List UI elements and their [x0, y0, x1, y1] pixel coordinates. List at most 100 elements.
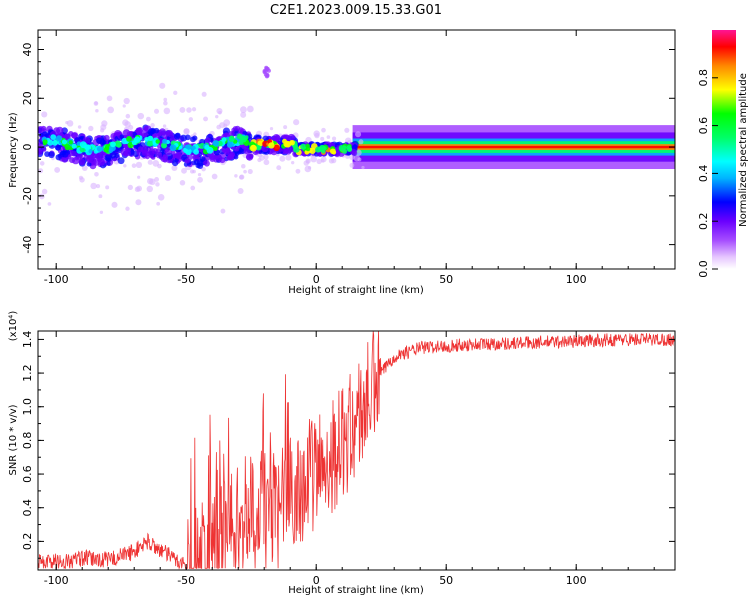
spectral-point [282, 138, 287, 144]
spectral-point [273, 144, 280, 152]
spectral-point [109, 151, 117, 159]
spectral-point [147, 140, 154, 147]
spectral-point [123, 97, 130, 105]
spectral-point [189, 169, 195, 174]
x-tick-label: 0 [313, 273, 320, 286]
spectral-point [147, 150, 155, 158]
spectral-point [243, 147, 251, 155]
spectral-point [78, 175, 84, 180]
spectral-point [361, 165, 365, 170]
spectral-point [188, 117, 194, 122]
spectral-point [38, 126, 44, 134]
spectral-point [93, 101, 99, 106]
spectral-point [38, 168, 44, 174]
spectral-point [239, 174, 245, 180]
spectral-point [137, 112, 145, 120]
spectral-point [164, 147, 172, 156]
spectral-point [62, 151, 69, 158]
spectral-point [159, 128, 166, 135]
spectral-point [234, 174, 238, 178]
snr-series-line [38, 331, 675, 570]
x-tick-label: -100 [44, 574, 69, 587]
spectral-point [240, 111, 247, 118]
spectral-point [268, 142, 275, 149]
spectral-point [250, 144, 257, 151]
spectral-point [186, 107, 192, 113]
spectral-point [106, 95, 113, 102]
spectral-point [120, 148, 128, 156]
spectral-point [163, 100, 168, 106]
spectral-point [135, 161, 143, 169]
spectral-point [190, 145, 196, 151]
spectral-point [106, 161, 111, 166]
spectral-point [96, 146, 103, 152]
spectral-point [272, 134, 281, 142]
spectral-point [117, 157, 125, 165]
spectral-point [180, 134, 187, 142]
spectral-point [77, 125, 82, 129]
x-tick-label: 100 [566, 273, 587, 286]
spectral-point [355, 131, 362, 138]
spectral-point [215, 154, 223, 162]
spectral-point [287, 133, 296, 142]
spectral-point [155, 139, 161, 144]
spectral-point [164, 175, 172, 182]
spectral-point [305, 158, 311, 164]
spectral-point [125, 206, 130, 211]
spectral-point [170, 150, 176, 155]
spectral-point [204, 137, 211, 144]
spectral-point [300, 143, 307, 150]
spectral-point [123, 164, 127, 168]
spectral-point [71, 132, 79, 139]
spectral-point [187, 154, 194, 160]
y-tick-label: 0.4 [21, 499, 34, 517]
spectral-point [122, 104, 126, 108]
spectral-point [173, 133, 181, 140]
spectral-point [136, 185, 143, 192]
spectral-point [264, 67, 269, 72]
spectral-point [147, 159, 153, 165]
colorbar-tick-label: 0.8 [697, 69, 710, 87]
spectral-point [237, 187, 244, 194]
x-tick-label: 50 [439, 273, 453, 286]
spectral-point [197, 176, 203, 183]
x-tick-label: 0 [313, 574, 320, 587]
spectral-point [342, 145, 347, 150]
x-tick-label: -50 [177, 574, 195, 587]
spectral-point [320, 159, 325, 163]
spectral-point [179, 106, 186, 113]
spectral-point [228, 135, 235, 143]
spectral-point [97, 158, 106, 166]
snr-frame [37, 330, 676, 571]
y-tick-label: -20 [21, 187, 34, 205]
spectral-point [54, 167, 61, 173]
spectral-point [192, 135, 198, 141]
spectral-point [124, 121, 131, 128]
spectral-point [157, 194, 165, 201]
spectral-point [226, 155, 232, 161]
spectral-point [114, 140, 122, 148]
colorbar-label: Normalized spectral amplitude [738, 73, 749, 227]
spectral-point [283, 125, 288, 130]
spectral-point [295, 168, 301, 174]
colorbar-tick-label: 0.2 [697, 212, 710, 230]
spectral-point [125, 113, 131, 119]
spectral-point [135, 127, 143, 135]
spectral-point [240, 135, 247, 143]
spectral-point [190, 185, 196, 191]
spectral-point [50, 134, 57, 140]
spectral-point [99, 210, 104, 214]
spectral-point [54, 144, 62, 151]
spectral-point [61, 139, 68, 145]
spectral-point [96, 137, 103, 144]
spectral-point [150, 123, 155, 128]
y-tick-label: 1.4 [21, 331, 34, 349]
spectrogram-ylabel: Frequency (Hz) [8, 112, 19, 188]
spectral-point [108, 148, 114, 153]
spectral-point [126, 135, 133, 142]
spectral-point [328, 158, 335, 164]
spectral-point [155, 182, 160, 187]
spectral-point [162, 124, 167, 128]
x-tick-label: -100 [44, 273, 69, 286]
spectral-point [86, 161, 92, 167]
